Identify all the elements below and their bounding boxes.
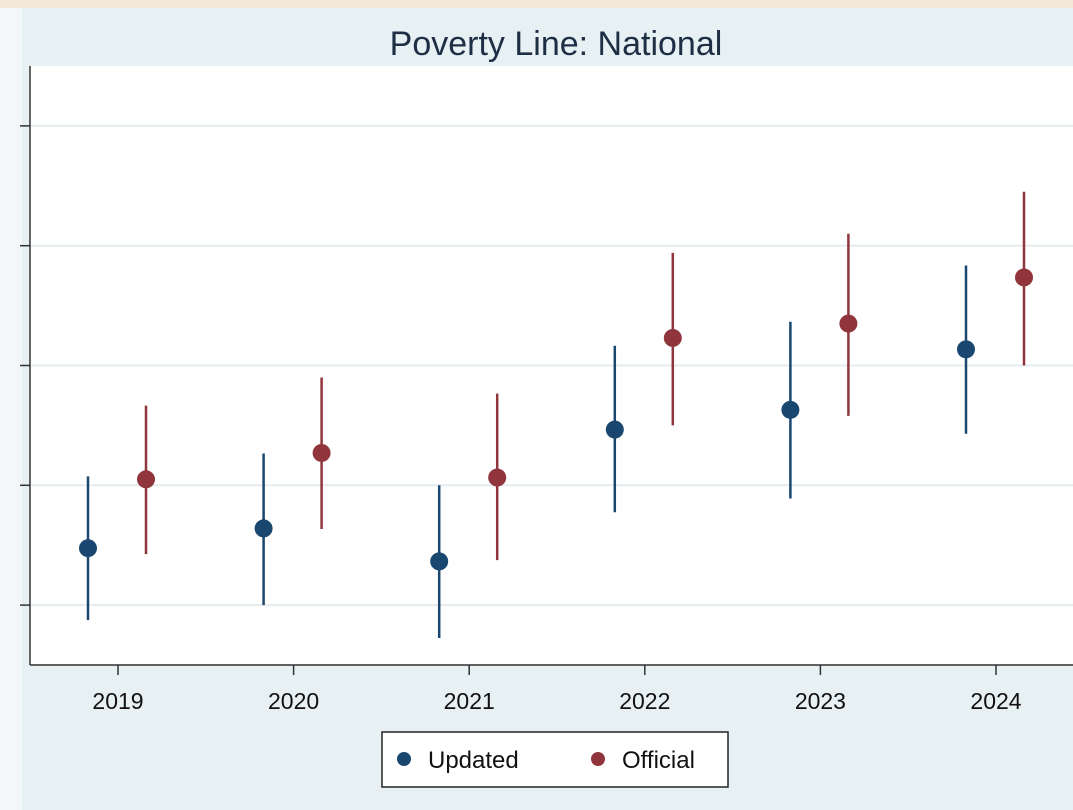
data-point — [781, 400, 800, 419]
gridlines — [20, 124, 1073, 607]
x-tick-label: 2024 — [970, 688, 1021, 714]
legend-box — [381, 731, 729, 788]
data-point — [488, 468, 507, 487]
top-band — [0, 0, 1073, 8]
left-band — [0, 8, 22, 810]
data-point — [79, 539, 97, 558]
data-point — [430, 552, 449, 571]
data-point — [254, 519, 273, 538]
data-point — [137, 470, 155, 489]
legend: Updated Official — [381, 731, 729, 788]
legend-label: Updated — [428, 747, 519, 774]
x-tick-label: 2020 — [268, 688, 319, 714]
legend-marker — [591, 752, 605, 766]
x-axis-ticks: 2019 2020 2021 2022 2023 2024 — [92, 665, 1022, 714]
x-tick-label: 2021 — [444, 688, 495, 714]
data-point — [957, 340, 975, 359]
x-tick-label: 2022 — [619, 688, 670, 714]
data-point — [312, 443, 331, 462]
data-point — [1015, 268, 1033, 287]
data-point — [839, 314, 858, 333]
x-tick-label: 2023 — [795, 688, 846, 714]
legend-marker — [397, 752, 411, 766]
data-marks — [79, 191, 1033, 639]
data-point — [605, 420, 624, 439]
x-tick-label: 2019 — [92, 688, 143, 714]
data-point — [663, 328, 682, 347]
legend-label: Official — [622, 747, 695, 774]
chart-title: Poverty Line: National — [390, 25, 723, 63]
